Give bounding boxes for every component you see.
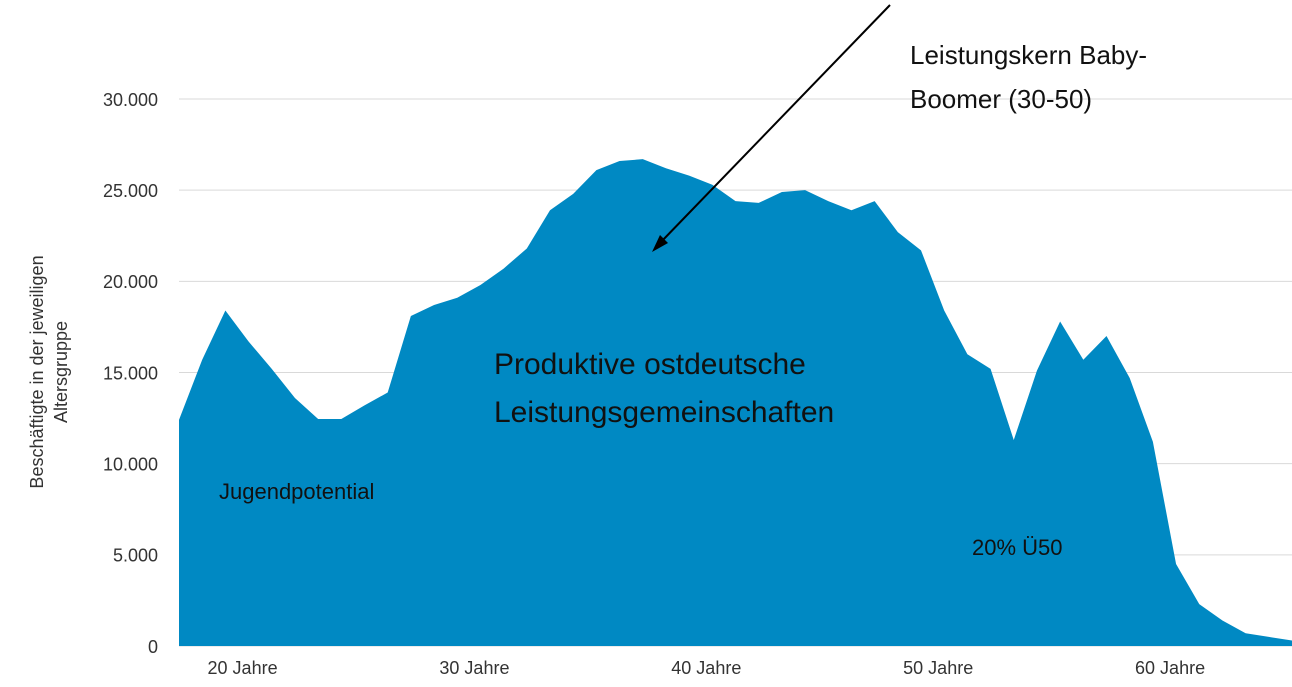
y-tick-label: 30.000 [103,90,158,110]
annotation: Produktive ostdeutsche [494,348,806,381]
y-axis-label: Beschäftigte in der jeweiligen [27,255,47,488]
x-tick-label: 20 Jahre [208,658,278,678]
annotation-arrow [659,4,891,244]
y-axis-label: Altersgruppe [51,321,71,423]
y-tick-label: 20.000 [103,272,158,292]
annotation: 20% Ü50 [972,535,1063,560]
y-tick-label: 10.000 [103,454,158,474]
arrow-head [652,235,668,252]
x-tick-label: 40 Jahre [671,658,741,678]
x-tick-label: 50 Jahre [903,658,973,678]
annotation: Leistungskern Baby- [910,40,1147,70]
y-tick-label: 15.000 [103,363,158,383]
annotation: Leistungsgemeinschaften [494,396,834,429]
x-tick-label: 30 Jahre [439,658,509,678]
y-tick-label: 25.000 [103,181,158,201]
annotation: Jugendpotential [219,479,374,504]
x-tick-label: 60 Jahre [1135,658,1205,678]
annotation: Boomer (30-50) [910,84,1092,114]
y-tick-label: 0 [148,637,158,657]
y-tick-label: 5.000 [113,546,158,566]
area [179,159,1292,647]
